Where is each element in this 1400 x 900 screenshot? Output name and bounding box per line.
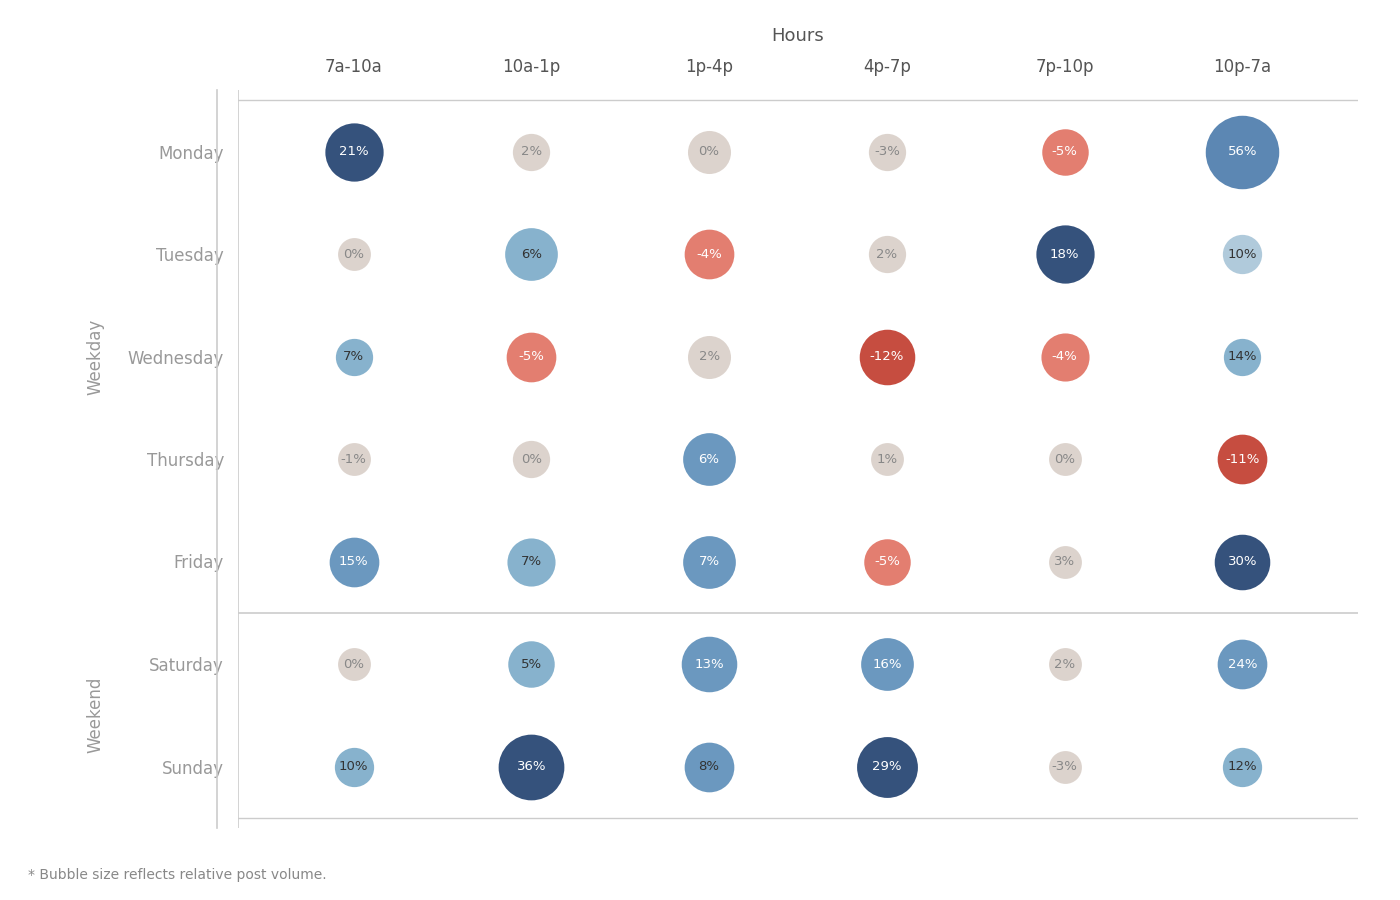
Text: 7%: 7% (521, 555, 542, 568)
Text: 0%: 0% (343, 248, 364, 260)
Point (343, 452, 365, 466)
Text: -4%: -4% (1051, 350, 1078, 363)
Point (521, 247, 543, 261)
Text: 7%: 7% (343, 350, 364, 363)
Text: 0%: 0% (343, 658, 364, 670)
Text: -3%: -3% (1051, 760, 1078, 773)
Text: -4%: -4% (696, 248, 722, 260)
Text: 21%: 21% (339, 145, 368, 158)
Text: 36%: 36% (517, 760, 546, 773)
Point (875, 247, 897, 261)
Point (521, 554, 543, 569)
Point (1053, 349, 1075, 364)
Text: 3%: 3% (1054, 555, 1075, 568)
Point (521, 349, 543, 364)
Text: 2%: 2% (1054, 658, 1075, 670)
Point (875, 554, 897, 569)
Point (699, 760, 721, 774)
Text: -11%: -11% (1225, 453, 1260, 465)
Text: 18%: 18% (1050, 248, 1079, 260)
Text: 8%: 8% (699, 760, 720, 773)
Point (1053, 760, 1075, 774)
Point (521, 657, 543, 671)
Text: 2%: 2% (699, 350, 720, 363)
Point (521, 452, 543, 466)
Text: Weekend: Weekend (87, 677, 105, 753)
Point (343, 760, 365, 774)
Text: 1%: 1% (876, 453, 897, 465)
Text: 29%: 29% (872, 760, 902, 773)
Point (1053, 554, 1075, 569)
Text: 12%: 12% (1228, 760, 1257, 773)
Text: -3%: -3% (874, 145, 900, 158)
Point (521, 760, 543, 774)
Text: 16%: 16% (872, 658, 902, 670)
Point (875, 452, 897, 466)
Point (1053, 657, 1075, 671)
Text: -12%: -12% (869, 350, 904, 363)
Point (699, 657, 721, 671)
Point (1231, 657, 1253, 671)
Point (1053, 144, 1075, 158)
Text: 24%: 24% (1228, 658, 1257, 670)
Text: -5%: -5% (518, 350, 545, 363)
Point (699, 452, 721, 466)
Text: 15%: 15% (339, 555, 368, 568)
Text: 14%: 14% (1228, 350, 1257, 363)
Point (1053, 452, 1075, 466)
Text: 0%: 0% (699, 145, 720, 158)
Text: 10%: 10% (339, 760, 368, 773)
Point (1231, 760, 1253, 774)
Point (343, 554, 365, 569)
Text: -5%: -5% (874, 555, 900, 568)
Text: 7%: 7% (699, 555, 720, 568)
Point (875, 657, 897, 671)
Text: * Bubble size reflects relative post volume.: * Bubble size reflects relative post vol… (28, 868, 326, 882)
Point (521, 144, 543, 158)
Text: -1%: -1% (340, 453, 367, 465)
Text: 2%: 2% (521, 145, 542, 158)
Text: 0%: 0% (1054, 453, 1075, 465)
Point (1231, 247, 1253, 261)
Text: 30%: 30% (1228, 555, 1257, 568)
Text: 6%: 6% (699, 453, 720, 465)
Point (699, 349, 721, 364)
Point (343, 349, 365, 364)
Point (699, 247, 721, 261)
Text: 0%: 0% (521, 453, 542, 465)
Point (699, 144, 721, 158)
Point (1231, 144, 1253, 158)
Point (343, 657, 365, 671)
Text: 5%: 5% (521, 658, 542, 670)
Text: 56%: 56% (1228, 145, 1257, 158)
Text: Weekday: Weekday (87, 319, 105, 394)
Text: 2%: 2% (876, 248, 897, 260)
Point (875, 144, 897, 158)
Point (699, 554, 721, 569)
Point (1231, 554, 1253, 569)
X-axis label: Hours: Hours (771, 27, 825, 45)
Point (1231, 349, 1253, 364)
Text: 10%: 10% (1228, 248, 1257, 260)
Point (1231, 452, 1253, 466)
Point (343, 144, 365, 158)
Text: 6%: 6% (521, 248, 542, 260)
Point (1053, 247, 1075, 261)
Point (875, 349, 897, 364)
Text: -5%: -5% (1051, 145, 1078, 158)
Text: 13%: 13% (694, 658, 724, 670)
Point (875, 760, 897, 774)
Point (343, 247, 365, 261)
